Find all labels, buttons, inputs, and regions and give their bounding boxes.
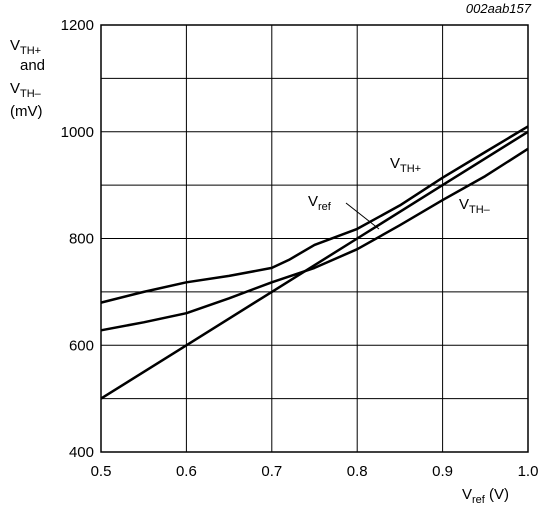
y-title-line1: VTH+ [10,37,41,57]
tick-labels: 0.5 0.6 0.7 0.8 0.9 1.0 400 600 800 1000 1200 [61,17,539,480]
y-tick-label: 600 [69,337,94,354]
y-tick-label: 1000 [61,124,94,141]
plot-frame [100,24,529,453]
y-title-line2: and [20,57,45,74]
series-line-2 [100,125,529,304]
label-vth-plus: VTH+ [390,155,421,175]
y-title-line4: (mV) [10,103,43,120]
y-tick-label: 1200 [61,17,94,34]
x-tick-label: 0.7 [261,463,282,480]
y-tick-label: 400 [69,444,94,461]
y-axis-title: VTH+ and VTH– (mV) [10,37,45,120]
x-tick-label: 0.9 [432,463,453,480]
x-tick-label: 0.8 [347,463,368,480]
x-tick-label: 1.0 [518,463,539,480]
y-title-line3: VTH– [10,80,42,100]
x-tick-label: 0.6 [176,463,197,480]
figure-id: 002aab157 [466,1,532,16]
label-vref-leader [345,202,380,230]
grid [100,24,529,453]
series-line-0 [100,130,529,400]
label-vth-minus: VTH– [459,196,491,216]
x-tick-label: 0.5 [91,463,112,480]
series-line-1 [100,147,529,332]
x-axis-title: Vref (V) [462,486,509,506]
label-vref: Vref [308,193,332,213]
series-lines [100,125,529,400]
y-tick-label: 800 [69,231,94,248]
series-label-vref: Vref [308,193,380,230]
